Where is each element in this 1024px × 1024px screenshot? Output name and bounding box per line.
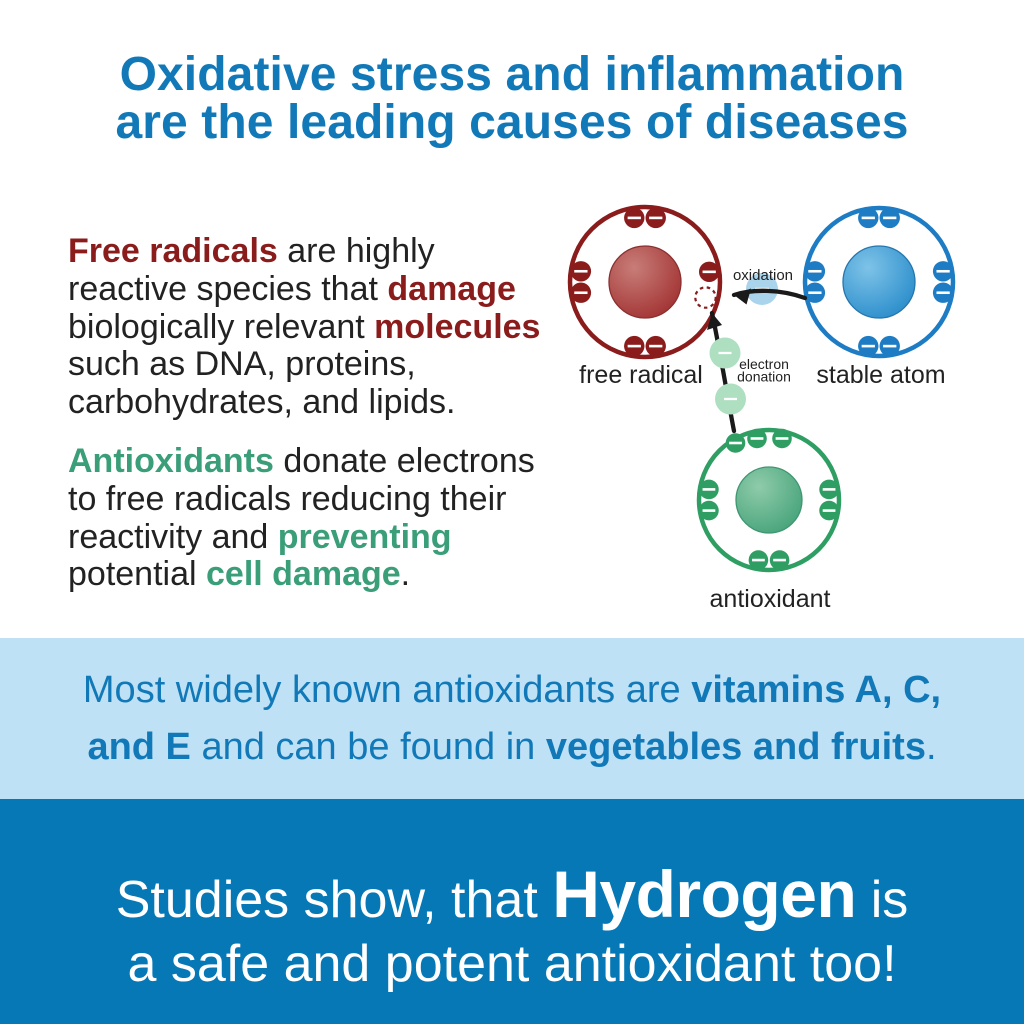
svg-text:free radical: free radical — [579, 361, 703, 389]
svg-text:stable atom: stable atom — [816, 361, 945, 389]
svg-text:oxidation: oxidation — [733, 267, 793, 284]
svg-text:antioxidant: antioxidant — [710, 585, 831, 613]
svg-text:donation: donation — [737, 369, 791, 385]
